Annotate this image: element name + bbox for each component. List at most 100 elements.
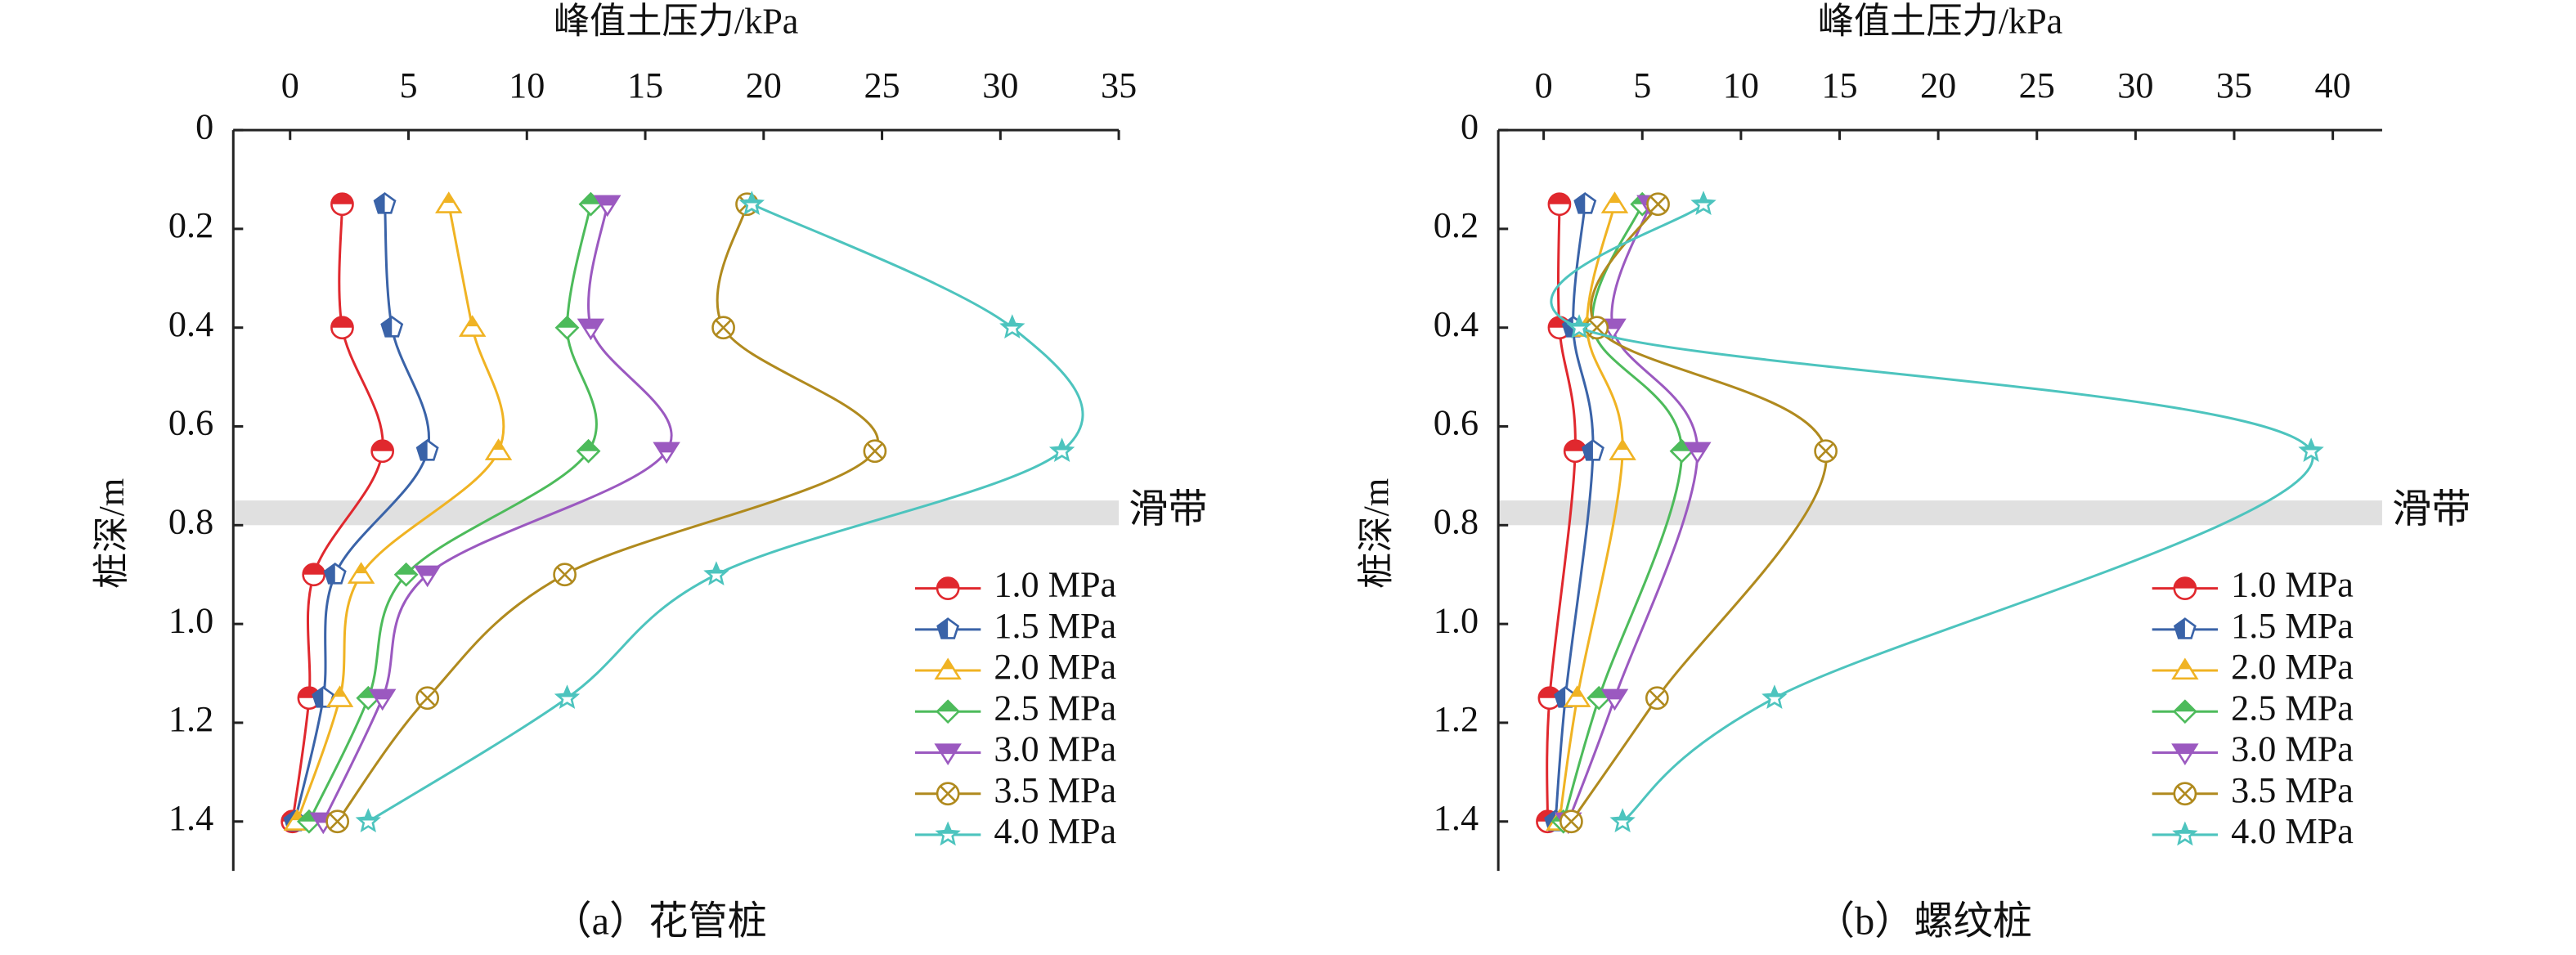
marker <box>936 699 961 724</box>
marker <box>323 563 347 585</box>
marker <box>576 438 601 464</box>
x-tick-label: 30 <box>982 65 1018 105</box>
marker-outline <box>703 561 729 586</box>
marker-fill <box>1685 442 1710 453</box>
marker <box>2172 821 2198 846</box>
marker-fill <box>2300 440 2322 451</box>
legend-label: 1.0 MPa <box>2231 565 2354 605</box>
marker-cross <box>556 566 573 583</box>
marker <box>1563 439 1587 464</box>
marker <box>863 439 887 464</box>
marker <box>1684 442 1712 464</box>
legend-label: 1.5 MPa <box>2231 606 2354 646</box>
marker-fill <box>291 810 303 821</box>
marker-fill <box>706 563 727 574</box>
marker <box>999 314 1025 339</box>
y-axis-title: 桩深/m <box>1357 478 1397 589</box>
legend-label: 4.0 MPa <box>2231 811 2354 851</box>
marker-fill <box>937 618 949 639</box>
marker-fill <box>331 193 353 204</box>
y-tick-label: 0.4 <box>168 304 213 344</box>
marker <box>934 743 962 766</box>
y-tick-label: 1.2 <box>1434 699 1479 739</box>
marker-fill <box>370 689 395 700</box>
x-tick-label: 5 <box>1633 65 1651 105</box>
marker <box>355 808 381 833</box>
marker <box>435 191 463 213</box>
marker-fill <box>580 193 602 204</box>
series-line <box>1554 204 1595 822</box>
series-line <box>1546 204 1577 822</box>
marker <box>653 442 680 464</box>
marker-cross <box>419 689 436 706</box>
marker <box>1600 191 1629 213</box>
y-tick-label: 0.8 <box>168 501 213 541</box>
x-tick-label: 10 <box>1723 65 1759 105</box>
y-tick-label: 0.4 <box>1434 304 1479 344</box>
marker <box>2171 743 2199 766</box>
marker <box>1563 685 1591 707</box>
marker <box>738 191 765 216</box>
marker-fill <box>357 810 379 821</box>
marker <box>312 686 335 708</box>
y-tick-label: 0 <box>1461 106 1479 146</box>
marker-fill <box>325 563 335 584</box>
x-tick-label: 25 <box>864 65 900 105</box>
y-axis-title: 桩深/m <box>92 478 132 589</box>
marker-fill <box>395 563 417 575</box>
legend-label: 1.5 MPa <box>994 606 1116 646</box>
marker <box>934 657 962 680</box>
marker-cross <box>2176 785 2194 802</box>
marker-outline <box>738 191 765 216</box>
marker-fill <box>1563 316 1573 337</box>
marker-fill <box>654 442 679 453</box>
marker-fill <box>941 659 954 670</box>
slip-band <box>1498 500 2382 526</box>
y-tick-label: 0.2 <box>168 205 213 245</box>
x-tick-label: 15 <box>1821 65 1857 105</box>
y-tick-label: 0.6 <box>168 403 213 443</box>
series-line <box>1558 204 1624 822</box>
series-line <box>367 203 1084 823</box>
x-tick-label: 35 <box>1101 65 1137 105</box>
marker-cross <box>1563 813 1580 830</box>
marker <box>1609 438 1636 460</box>
slip-band <box>233 500 1120 526</box>
marker-fill <box>1582 440 1593 460</box>
marker-fill <box>937 577 959 589</box>
marker <box>1761 684 1788 710</box>
marker <box>1566 314 1592 339</box>
marker <box>553 563 577 587</box>
marker <box>1645 686 1669 711</box>
marker-fill <box>355 563 367 574</box>
x-tick-label: 5 <box>399 65 417 105</box>
marker <box>1646 192 1670 217</box>
marker-cross <box>1817 442 1834 460</box>
marker <box>1609 808 1636 833</box>
y-tick-label: 0.2 <box>1434 205 1479 245</box>
marker-fill <box>331 316 353 328</box>
marker <box>330 192 354 217</box>
marker-cross <box>939 785 957 802</box>
marker <box>2173 576 2197 600</box>
marker-outline <box>1609 808 1636 833</box>
marker-cross <box>715 319 732 336</box>
marker-cross <box>1649 689 1666 706</box>
marker-fill <box>1764 687 1785 697</box>
x-tick-label: 40 <box>2315 65 2351 105</box>
marker-fill <box>415 566 440 576</box>
marker-fill <box>2174 618 2185 639</box>
marker <box>577 318 605 341</box>
marker-fill <box>1571 687 1583 697</box>
legend-label: 4.0 MPa <box>994 811 1116 851</box>
x-axis-title: 峰值土压力/kPa <box>554 2 799 42</box>
marker <box>415 686 440 711</box>
marker <box>415 439 439 461</box>
marker <box>1581 439 1604 461</box>
legend-label: 3.5 MPa <box>2231 770 2354 810</box>
marker <box>2172 699 2197 724</box>
marker-outline <box>1566 314 1592 339</box>
marker <box>458 315 487 337</box>
marker <box>593 195 622 217</box>
marker <box>1814 439 1838 464</box>
